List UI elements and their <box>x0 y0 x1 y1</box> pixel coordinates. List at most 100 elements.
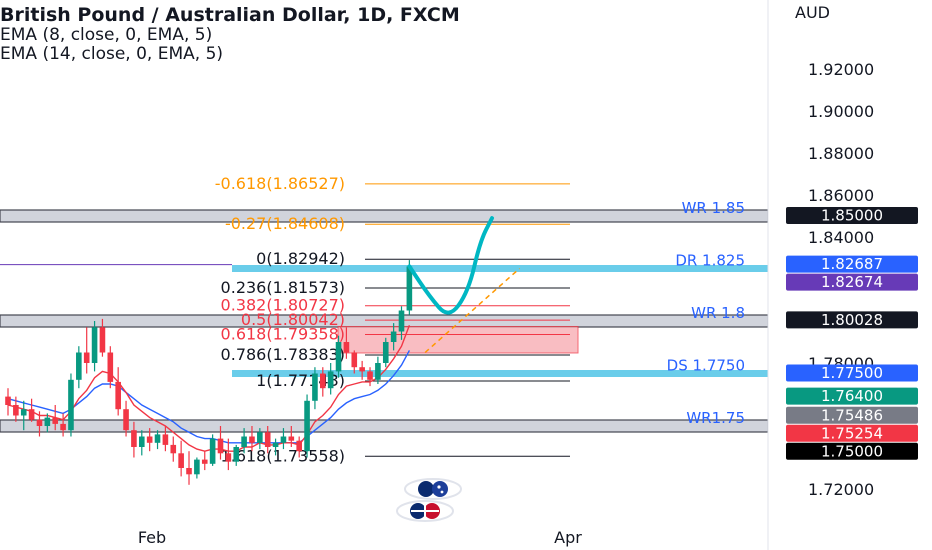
fib-retracement: -0.618(1.86527) -0.27(1.84608) 0(1.82942) 0… <box>215 174 579 465</box>
candle-41[interactable] <box>327 363 334 395</box>
candle-14[interactable] <box>115 367 121 416</box>
candle-2[interactable] <box>20 400 27 431</box>
fib-label-3: 0.236(1.81573) <box>221 278 345 297</box>
candle-42[interactable] <box>335 335 342 378</box>
zone-band-0[interactable] <box>0 209 769 223</box>
candle-40[interactable] <box>320 367 326 397</box>
zone-label-0: WR 1.85 <box>682 199 745 217</box>
price-badge-label-5: 1.76400 <box>821 387 883 405</box>
candle-13[interactable] <box>107 346 114 389</box>
candle-50[interactable] <box>398 306 405 340</box>
y-tick-5: 1.90000 <box>808 102 874 121</box>
candle-37[interactable] <box>296 436 302 458</box>
candle-27[interactable] <box>217 426 224 460</box>
fib-label-2: 0(1.82942) <box>256 249 345 268</box>
candle-22[interactable] <box>178 440 184 477</box>
candle-34[interactable] <box>272 438 279 456</box>
candle-39[interactable] <box>312 367 318 410</box>
fib-label-4: 0.382(1.80727) <box>221 296 345 315</box>
candle-15[interactable] <box>123 400 129 437</box>
candle-24[interactable] <box>194 457 200 479</box>
candle-47[interactable] <box>375 356 381 384</box>
price-badge-2 <box>786 273 918 291</box>
price-badge-label-6: 1.75486 <box>821 406 883 424</box>
candle-7[interactable] <box>60 413 66 437</box>
price-badge-3 <box>786 311 918 329</box>
candle-0[interactable] <box>5 388 11 416</box>
zone-band-4[interactable] <box>0 419 769 433</box>
candle-10[interactable] <box>83 327 90 374</box>
candle-18[interactable] <box>146 428 153 452</box>
candle-33[interactable] <box>264 426 271 454</box>
price-badge-label-8: 1.75000 <box>821 442 883 460</box>
x-tick-1: Apr <box>554 528 582 547</box>
price-badge-5 <box>786 387 918 405</box>
australia-event-flag[interactable] <box>404 478 462 500</box>
candle-36[interactable] <box>288 426 295 447</box>
axis-currency: AUD <box>795 3 830 22</box>
uk-event-flag[interactable] <box>396 500 454 522</box>
candle-9[interactable] <box>76 346 82 389</box>
candle-16[interactable] <box>131 421 137 458</box>
y-tick-2: 1.84000 <box>808 228 874 247</box>
x-tick-0: Feb <box>138 528 166 547</box>
candle-48[interactable] <box>382 337 389 368</box>
price-badge-label-2: 1.82674 <box>821 273 883 291</box>
candle-29[interactable] <box>233 444 240 466</box>
candle-19[interactable] <box>154 430 161 450</box>
candle-17[interactable] <box>138 430 145 456</box>
zone-label-1: DR 1.825 <box>675 252 745 270</box>
zone-band-2[interactable] <box>0 314 769 328</box>
candle-20[interactable] <box>162 426 169 452</box>
zone-band-1[interactable] <box>232 265 768 272</box>
candle-28[interactable] <box>225 438 232 471</box>
candle-12[interactable] <box>99 318 106 357</box>
candle-38[interactable] <box>304 394 310 458</box>
fib-zone-618[interactable] <box>337 325 579 354</box>
zone-label-4: WR1.75 <box>686 409 745 427</box>
price-badge-label-3: 1.80028 <box>821 311 883 329</box>
y-tick-6: 1.92000 <box>808 60 874 79</box>
candle-44[interactable] <box>351 350 358 374</box>
fib-label-5: 0.5(1.80042) <box>241 310 345 329</box>
candle-46[interactable] <box>367 367 373 387</box>
price-badge-label-1: 1.82687 <box>821 255 883 273</box>
candle-21[interactable] <box>170 436 177 462</box>
candle-43[interactable] <box>343 327 350 359</box>
candle-49[interactable] <box>390 323 397 351</box>
fib-label-0: -0.618(1.86527) <box>215 174 345 193</box>
price-badge-1 <box>786 255 918 273</box>
candle-26[interactable] <box>209 434 216 466</box>
candle-30[interactable] <box>241 428 247 454</box>
ema-8-legend[interactable]: EMA (8, close, 0, EMA, 5) <box>0 25 213 45</box>
price-badge-7 <box>786 424 918 442</box>
ema-lines <box>7 324 411 452</box>
zones-layer: WR 1.85 DR 1.825 WR 1.8 DS 1.7750 WR1.75 <box>0 199 769 433</box>
candle-1[interactable] <box>13 396 19 422</box>
event-flags <box>396 478 462 522</box>
candle-25[interactable] <box>201 451 208 471</box>
price-badge-6 <box>786 406 918 424</box>
ema-14-legend[interactable]: EMA (14, close, 0, EMA, 5) <box>0 44 224 64</box>
candle-6[interactable] <box>52 405 59 431</box>
y-tick-4: 1.88000 <box>808 144 874 163</box>
candle-8[interactable] <box>68 373 74 437</box>
projection-path[interactable] <box>407 216 495 315</box>
candle-11[interactable] <box>91 321 98 372</box>
fib-label-7: 0.786(1.78383) <box>221 345 345 364</box>
candle-31[interactable] <box>249 426 255 452</box>
candle-23[interactable] <box>186 451 192 485</box>
dashed-trendline[interactable] <box>424 267 521 354</box>
candle-4[interactable] <box>36 411 43 437</box>
candle-3[interactable] <box>28 398 35 422</box>
candle-45[interactable] <box>359 360 365 380</box>
y-tick-3: 1.86000 <box>808 186 874 205</box>
candle-35[interactable] <box>280 428 287 450</box>
candle-5[interactable] <box>44 413 51 433</box>
ema-8-line[interactable] <box>7 324 411 452</box>
zone-band-3[interactable] <box>232 370 768 377</box>
fib-label-6: 0.618(1.79358) <box>221 324 345 343</box>
fib-label-1: -0.27(1.84608) <box>225 214 345 233</box>
candle-32[interactable] <box>257 428 263 450</box>
